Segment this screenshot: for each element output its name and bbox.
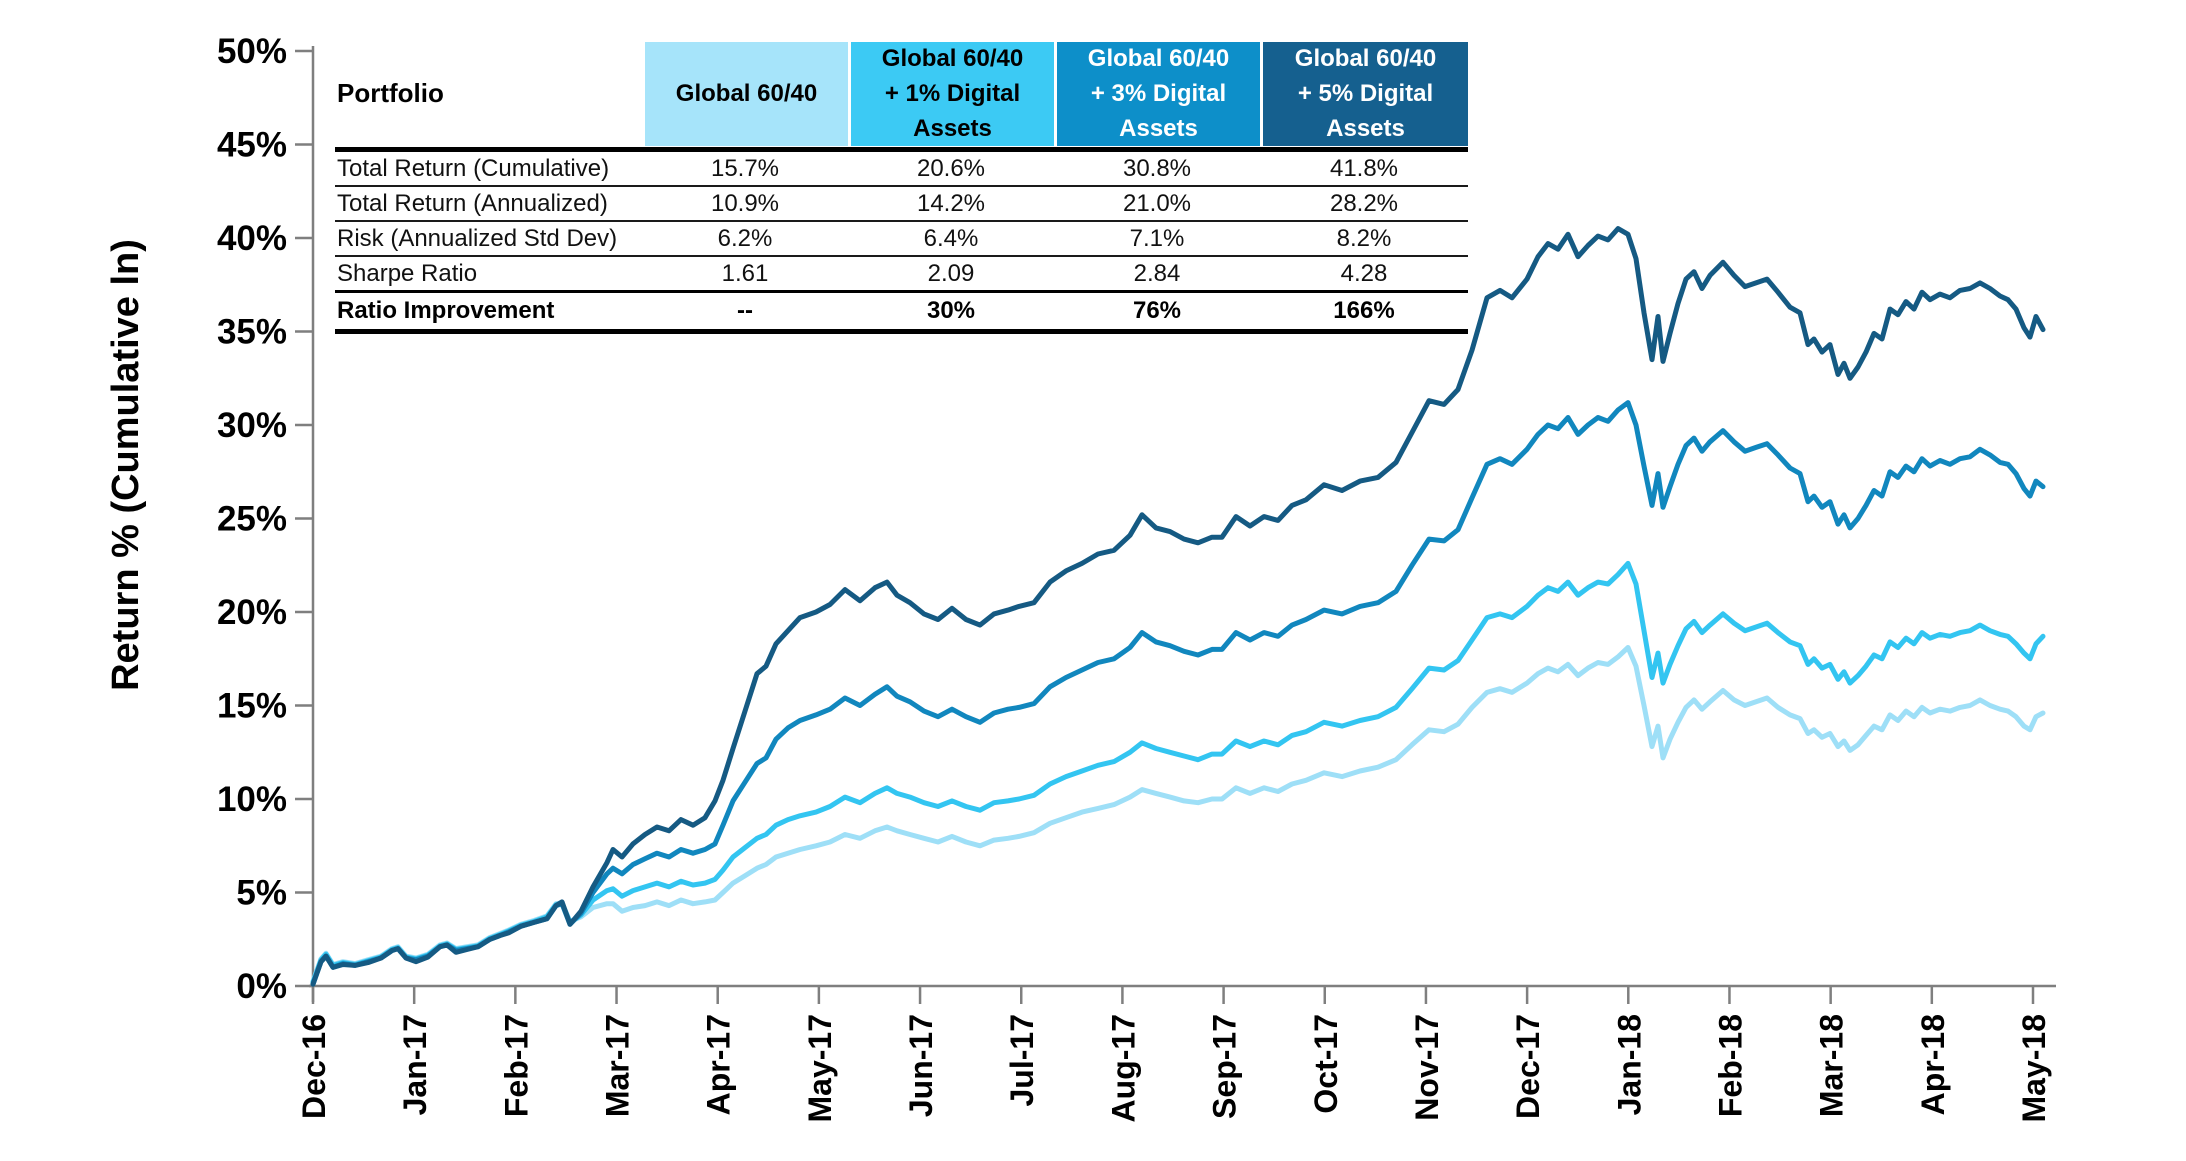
x-axis-tick-label: Mar-18 — [1814, 1014, 1850, 1117]
column-header-line2: + 5% Digital Assets — [1297, 79, 1434, 142]
series-line-global-60-40 — [310, 645, 2046, 984]
column-header-cell-2: Global 60/40 + 1% Digital Assets — [848, 42, 1054, 147]
row-value: 2.84 — [1133, 259, 1181, 287]
x-axis-tick-label: Oct-17 — [1308, 1014, 1344, 1114]
row-value: -- — [737, 297, 753, 324]
y-axis-tick-label: 20% — [217, 593, 287, 632]
x-axis-tick-label: Jun-17 — [903, 1014, 939, 1117]
x-axis-tick-label: May-18 — [2016, 1014, 2052, 1123]
row-value: 4.28 — [1340, 259, 1388, 287]
table-header-rule — [335, 147, 1468, 152]
x-axis-tick-label: Mar-17 — [600, 1014, 636, 1117]
column-header-line1: Global 60/40 — [1294, 45, 1437, 72]
x-axis-tick-label: Jul-17 — [1004, 1014, 1040, 1106]
table-row: Ratio Improvement -- 30% 76% 166% — [335, 293, 1468, 334]
row-label: Total Return (Cumulative) — [337, 154, 610, 182]
y-axis-tick-label: 5% — [236, 874, 287, 913]
y-axis-tick-label: 30% — [217, 406, 287, 445]
column-header-line2: + 1% Digital Assets — [884, 79, 1021, 142]
row-value: 6.4% — [923, 224, 979, 252]
row-value: 1.61 — [721, 259, 769, 287]
portfolio-header-cell: Portfolio — [335, 42, 642, 147]
row-value: 30% — [926, 297, 976, 324]
row-label: Total Return (Annualized) — [337, 189, 608, 217]
table-row: Total Return (Cumulative) 15.7% 20.6% 30.8%… — [335, 152, 1468, 187]
row-value: 15.7% — [710, 154, 780, 182]
column-header-line1: Global 60/40 — [1087, 45, 1230, 72]
table-body: Total Return (Cumulative) 15.7% 20.6% 30.8%… — [335, 152, 1468, 334]
x-axis-tick-label: Feb-18 — [1712, 1014, 1748, 1117]
row-value: 14.2% — [916, 189, 986, 217]
series-line-global-60-40-5-digital-assets — [310, 226, 2046, 987]
row-label: Risk (Annualized Std Dev) — [337, 224, 618, 252]
column-header-line1: Global 60/40 — [881, 45, 1024, 72]
y-axis-tick-label: 25% — [217, 500, 287, 539]
row-label: Sharpe Ratio — [337, 259, 478, 287]
row-value: 6.2% — [717, 224, 773, 252]
table-row: Total Return (Annualized) 10.9% 14.2% 21.0%… — [335, 187, 1468, 222]
y-axis-tick-label: 35% — [217, 313, 287, 352]
row-value: 21.0% — [1122, 189, 1192, 217]
column-header-cell-1: Global 60/40 — [642, 42, 848, 147]
y-axis-tick-label: 40% — [217, 219, 287, 258]
x-axis-tick-label: Dec-16 — [296, 1014, 332, 1119]
series-line-global-60-40-3-digital-assets — [310, 400, 2046, 987]
portfolio-stats-table: Portfolio Global 60/40 Global 60/40 + 1% D… — [335, 42, 1468, 334]
row-value: 20.6% — [916, 154, 986, 182]
row-value: 166% — [1333, 297, 1395, 324]
x-axis-tick-label: May-17 — [802, 1014, 838, 1123]
column-header-line2: + 3% Digital Assets — [1090, 79, 1227, 142]
y-axis-tick-label: 0% — [236, 967, 287, 1006]
y-axis-tick-label: 50% — [217, 32, 287, 71]
row-value: 76% — [1132, 297, 1182, 324]
x-axis-tick-label: Nov-17 — [1409, 1014, 1445, 1121]
table-row: Risk (Annualized Std Dev) 6.2% 6.4% 7.1% 8.2… — [335, 222, 1468, 257]
row-value: 8.2% — [1336, 224, 1392, 252]
portfolio-header-label: Portfolio — [337, 78, 444, 109]
column-header-cell-3: Global 60/40 + 3% Digital Assets — [1054, 42, 1260, 147]
x-axis-tick-label: Apr-17 — [701, 1014, 737, 1115]
x-axis-tick-label: Jan-17 — [397, 1014, 433, 1115]
row-value: 10.9% — [710, 189, 780, 217]
x-axis-tick-label: Apr-18 — [1915, 1014, 1951, 1115]
x-axis-tick-label: Jan-18 — [1611, 1014, 1647, 1115]
table-row: Sharpe Ratio 1.61 2.09 2.84 4.28 — [335, 257, 1468, 293]
y-axis-tick-label: 10% — [217, 780, 287, 819]
row-value: 41.8% — [1329, 154, 1399, 182]
x-axis-tick-label: Sep-17 — [1207, 1014, 1243, 1119]
column-header-line1: Global 60/40 — [675, 79, 818, 107]
row-value: 2.09 — [927, 259, 975, 287]
y-axis-tick-label: 45% — [217, 126, 287, 165]
x-axis-tick-label: Dec-17 — [1510, 1014, 1546, 1119]
column-header-cell-4: Global 60/40 + 5% Digital Assets — [1260, 42, 1468, 147]
row-value: 7.1% — [1129, 224, 1185, 252]
row-value: 30.8% — [1122, 154, 1192, 182]
y-axis-title: Return % (Cumulative ln) — [105, 239, 147, 691]
row-label: Ratio Improvement — [337, 297, 555, 324]
row-value: 28.2% — [1329, 189, 1399, 217]
x-axis-tick-label: Feb-17 — [498, 1014, 534, 1117]
x-axis-tick-label: Aug-17 — [1105, 1014, 1141, 1122]
y-axis-tick-label: 15% — [217, 687, 287, 726]
table-header-row: Portfolio Global 60/40 Global 60/40 + 1% D… — [335, 42, 1468, 147]
